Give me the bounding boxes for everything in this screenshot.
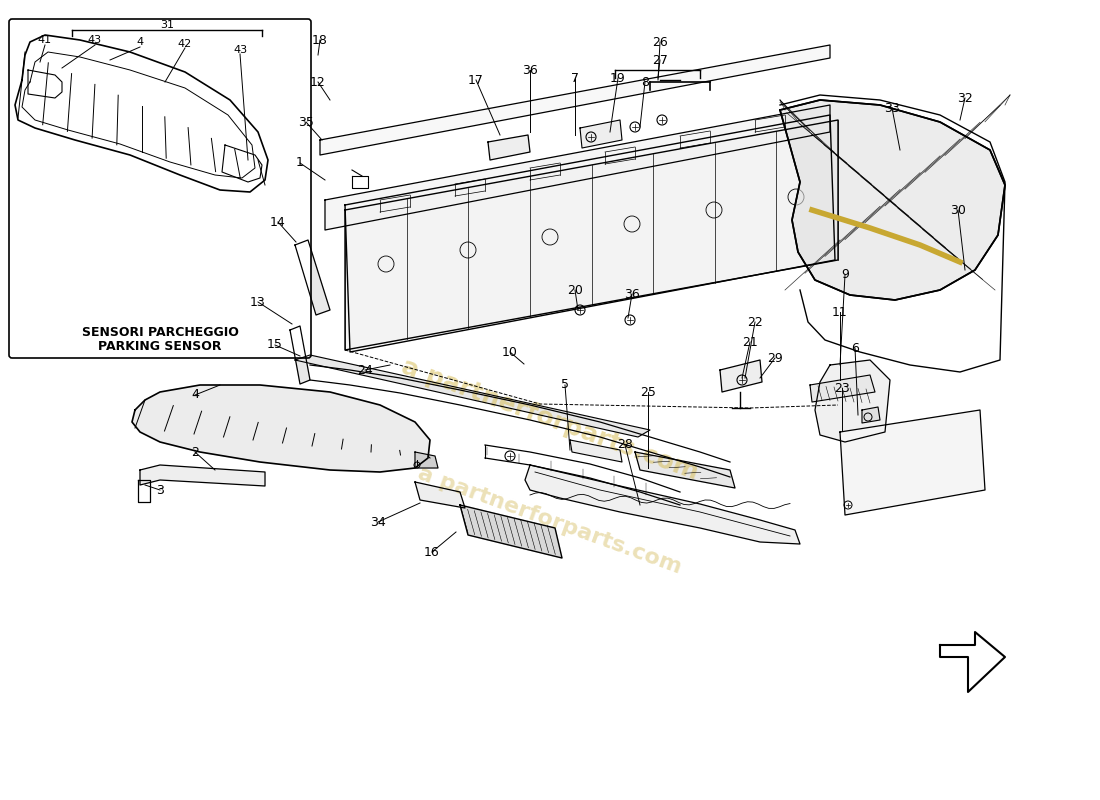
Polygon shape bbox=[840, 410, 984, 515]
Polygon shape bbox=[415, 452, 438, 468]
Text: 1: 1 bbox=[296, 157, 304, 170]
Text: 3: 3 bbox=[156, 483, 164, 497]
Text: 29: 29 bbox=[767, 351, 783, 365]
Text: 9: 9 bbox=[842, 269, 849, 282]
Text: 8: 8 bbox=[641, 75, 649, 89]
Text: PARKING SENSOR: PARKING SENSOR bbox=[98, 341, 222, 354]
Text: 13: 13 bbox=[250, 295, 266, 309]
Text: 23: 23 bbox=[834, 382, 850, 394]
Polygon shape bbox=[222, 145, 262, 182]
Text: 28: 28 bbox=[617, 438, 632, 451]
Text: a partnerforparts.com: a partnerforparts.com bbox=[416, 463, 684, 577]
Text: 27: 27 bbox=[652, 54, 668, 66]
Text: 14: 14 bbox=[271, 215, 286, 229]
Text: SENSORI PARCHEGGIO: SENSORI PARCHEGGIO bbox=[81, 326, 239, 338]
Text: 24: 24 bbox=[358, 363, 373, 377]
Polygon shape bbox=[525, 465, 800, 544]
Polygon shape bbox=[140, 465, 265, 486]
Text: 25: 25 bbox=[640, 386, 656, 398]
Polygon shape bbox=[460, 505, 562, 558]
Text: 35: 35 bbox=[298, 115, 314, 129]
Polygon shape bbox=[15, 35, 268, 192]
Polygon shape bbox=[635, 452, 735, 488]
Polygon shape bbox=[28, 70, 62, 98]
Polygon shape bbox=[580, 120, 622, 148]
Polygon shape bbox=[345, 115, 835, 352]
Text: 5: 5 bbox=[561, 378, 569, 391]
Polygon shape bbox=[862, 407, 880, 423]
Text: 34: 34 bbox=[370, 515, 386, 529]
Text: 2: 2 bbox=[191, 446, 199, 458]
Text: 41: 41 bbox=[37, 35, 52, 45]
Polygon shape bbox=[320, 45, 830, 155]
Polygon shape bbox=[295, 240, 330, 315]
Text: a partnerforparts.com: a partnerforparts.com bbox=[398, 355, 702, 485]
Text: 4: 4 bbox=[136, 37, 144, 47]
Polygon shape bbox=[570, 440, 622, 462]
Polygon shape bbox=[720, 360, 762, 392]
Text: 22: 22 bbox=[747, 315, 763, 329]
Text: 12: 12 bbox=[310, 75, 326, 89]
Text: 32: 32 bbox=[957, 91, 972, 105]
Text: 16: 16 bbox=[425, 546, 440, 558]
Text: 33: 33 bbox=[884, 102, 900, 114]
Polygon shape bbox=[290, 326, 310, 384]
Text: 20: 20 bbox=[568, 283, 583, 297]
Text: 17: 17 bbox=[469, 74, 484, 86]
Text: 21: 21 bbox=[742, 335, 758, 349]
Text: 36: 36 bbox=[522, 63, 538, 77]
Polygon shape bbox=[488, 135, 530, 160]
Text: 4: 4 bbox=[191, 389, 199, 402]
Polygon shape bbox=[415, 482, 465, 508]
Text: 10: 10 bbox=[502, 346, 518, 358]
Text: 36: 36 bbox=[624, 287, 640, 301]
Text: 43: 43 bbox=[88, 35, 102, 45]
Text: 42: 42 bbox=[178, 39, 192, 49]
Polygon shape bbox=[324, 105, 830, 230]
Polygon shape bbox=[132, 385, 430, 472]
Polygon shape bbox=[295, 355, 650, 437]
FancyBboxPatch shape bbox=[9, 19, 311, 358]
Text: 15: 15 bbox=[267, 338, 283, 351]
Text: 6: 6 bbox=[851, 342, 859, 354]
Polygon shape bbox=[940, 632, 1005, 692]
Text: 11: 11 bbox=[832, 306, 848, 318]
Polygon shape bbox=[345, 120, 838, 350]
Text: 19: 19 bbox=[610, 71, 626, 85]
Text: 7: 7 bbox=[571, 71, 579, 85]
Text: 26: 26 bbox=[652, 35, 668, 49]
Polygon shape bbox=[810, 375, 875, 402]
Polygon shape bbox=[780, 100, 1005, 300]
Polygon shape bbox=[815, 360, 890, 442]
Text: 31: 31 bbox=[160, 20, 174, 30]
Text: 18: 18 bbox=[312, 34, 328, 46]
Text: 43: 43 bbox=[233, 45, 248, 55]
Text: 30: 30 bbox=[950, 203, 966, 217]
